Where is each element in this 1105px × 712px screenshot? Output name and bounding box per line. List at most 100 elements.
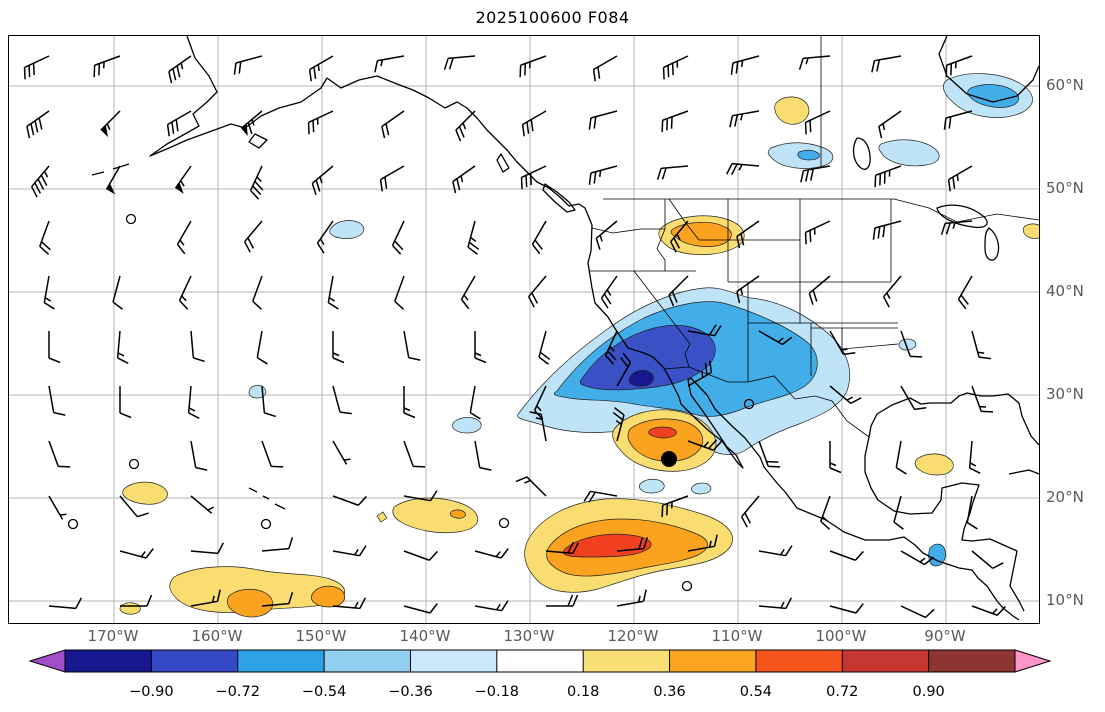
wind-barb bbox=[804, 110, 831, 135]
contour-region-blue bbox=[797, 149, 820, 161]
coastline bbox=[936, 204, 988, 229]
wind-barb bbox=[391, 220, 405, 255]
wind-barb bbox=[971, 330, 991, 360]
x-tick-label: 100°W bbox=[815, 627, 867, 645]
wind-barb bbox=[758, 545, 793, 557]
wind-barb bbox=[945, 55, 973, 78]
wind-barb bbox=[895, 440, 907, 475]
wind-barb bbox=[26, 110, 50, 139]
storm-position-marker bbox=[661, 451, 677, 467]
contour-region-orange bbox=[450, 509, 466, 519]
wind-barb bbox=[374, 55, 405, 73]
wind-barb bbox=[829, 603, 864, 614]
wind-barb bbox=[900, 385, 927, 411]
contour-region-yellow bbox=[392, 497, 479, 534]
wind-barb bbox=[332, 331, 345, 364]
colorbar-segment bbox=[582, 649, 671, 673]
contour-region-royal bbox=[579, 324, 716, 391]
calm-wind-marker bbox=[743, 398, 755, 410]
wind-barb bbox=[178, 275, 192, 310]
wind-barb bbox=[971, 605, 1006, 616]
wind-barb bbox=[48, 495, 67, 520]
wind-barb bbox=[940, 220, 973, 235]
border-line bbox=[841, 328, 899, 350]
wind-barb bbox=[467, 220, 480, 255]
colorbar-tick-label: 0.54 bbox=[740, 684, 772, 700]
contour-region-red bbox=[563, 533, 652, 558]
wind-barb bbox=[166, 110, 192, 137]
coastline bbox=[868, 392, 1039, 446]
wind-barb bbox=[882, 275, 902, 308]
wind-barb bbox=[119, 548, 154, 559]
wind-barb bbox=[48, 440, 71, 468]
wind-barb bbox=[112, 275, 123, 310]
wind-barb bbox=[256, 330, 268, 365]
wind-barb bbox=[687, 534, 718, 552]
wind-barb bbox=[595, 220, 618, 250]
contour-region-pale bbox=[691, 482, 712, 495]
coastline bbox=[984, 227, 1000, 261]
wind-barb bbox=[736, 275, 760, 304]
y-tick-label: 60°N bbox=[1046, 76, 1084, 94]
colorbar-tick-label: −0.36 bbox=[388, 684, 432, 700]
wind-barb bbox=[808, 275, 831, 305]
wind-barb bbox=[736, 220, 760, 249]
coastline bbox=[496, 153, 510, 173]
colorbar-tick-label: 0.72 bbox=[826, 684, 858, 700]
colorbar-tick-label: 0.90 bbox=[912, 684, 944, 700]
x-tick-label: 110°W bbox=[711, 627, 763, 645]
colorbar-tick-label: −0.18 bbox=[475, 684, 519, 700]
calm-wind-marker bbox=[681, 580, 693, 592]
wind-barb bbox=[190, 589, 221, 607]
x-tick-label: 90°W bbox=[924, 627, 966, 645]
contour-region-pale bbox=[329, 220, 365, 239]
wind-barb bbox=[460, 275, 476, 310]
coastline bbox=[852, 137, 871, 170]
x-tick-label: 120°W bbox=[607, 627, 659, 645]
wind-barb bbox=[798, 55, 831, 70]
wind-barb bbox=[474, 331, 487, 364]
wind-barb bbox=[604, 330, 618, 365]
x-tick-label: 160°W bbox=[191, 627, 243, 645]
contour-region-orange bbox=[627, 418, 703, 462]
y-tick-label: 40°N bbox=[1046, 282, 1084, 300]
colorbar-tick-label: 0.36 bbox=[653, 684, 685, 700]
wind-barb bbox=[252, 275, 263, 310]
border-line bbox=[633, 270, 691, 368]
wind-barb bbox=[829, 385, 862, 405]
wind-barb bbox=[968, 440, 981, 475]
wind-barb bbox=[893, 495, 904, 530]
contour-region-orange bbox=[227, 589, 274, 618]
coastline bbox=[112, 163, 130, 170]
contour-region-orange bbox=[311, 585, 345, 608]
wind-barb bbox=[521, 110, 547, 137]
calm-wind-marker bbox=[498, 517, 510, 529]
wind-barb bbox=[469, 385, 481, 420]
calm-wind-marker bbox=[125, 213, 137, 225]
wind-barb bbox=[243, 220, 263, 253]
wind-barb bbox=[874, 165, 902, 188]
wind-barb bbox=[474, 548, 509, 559]
wind-barb bbox=[100, 110, 121, 138]
wind-barb bbox=[261, 537, 294, 552]
wind-barb bbox=[93, 55, 121, 78]
wind-barb bbox=[48, 597, 83, 610]
wind-barb bbox=[176, 220, 192, 255]
wind-barb bbox=[538, 330, 551, 365]
border-line bbox=[603, 198, 1039, 223]
wind-barb bbox=[758, 597, 793, 610]
colorbar-tick-label: −0.90 bbox=[129, 684, 173, 700]
wind-barb bbox=[871, 55, 902, 73]
wind-barb bbox=[403, 550, 438, 561]
wind-barb bbox=[616, 537, 649, 552]
wind-barb bbox=[515, 476, 547, 497]
wind-barb bbox=[240, 110, 263, 137]
coastline bbox=[91, 171, 105, 176]
contour-region-yellow bbox=[1022, 223, 1039, 239]
coastline bbox=[248, 487, 258, 493]
wind-barb bbox=[403, 603, 438, 614]
wind-barb bbox=[316, 220, 334, 254]
wind-barb bbox=[829, 550, 864, 561]
wind-barb bbox=[616, 589, 647, 607]
wind-barb bbox=[474, 600, 509, 612]
